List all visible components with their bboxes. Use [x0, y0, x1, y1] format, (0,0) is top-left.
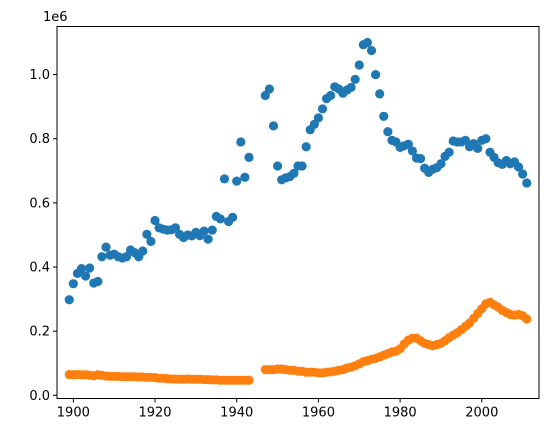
series-0-point: [121, 252, 132, 262]
series-0-point: [215, 214, 225, 224]
series-0-point: [244, 152, 254, 162]
series-0-point: [415, 154, 426, 164]
series-0-point: [350, 74, 360, 85]
y-tick-label: 0.0: [29, 389, 50, 404]
x-tick-label: 1980: [384, 406, 417, 421]
series-0-point: [199, 226, 209, 236]
series-0-point: [371, 70, 381, 80]
y-tick-label: 0.8: [29, 132, 50, 147]
series-0-point: [346, 82, 356, 93]
series-0-point: [326, 90, 336, 101]
x-tick-label: 1960: [302, 406, 335, 421]
series-0-point: [228, 212, 238, 222]
series-0-point: [522, 178, 532, 188]
series-0-point: [301, 142, 311, 152]
series-0-point: [236, 137, 246, 147]
series-0-point: [76, 264, 87, 274]
series-0-point: [375, 89, 385, 99]
x-tick-label: 1920: [138, 406, 171, 421]
plot-frame: [56, 26, 540, 399]
y-tick-label: 1.0: [29, 68, 50, 83]
y-axis-offset-label: 1e6: [43, 10, 68, 25]
series-0-point: [362, 37, 373, 48]
x-tick-label: 1900: [57, 406, 90, 421]
series-0-point: [297, 161, 307, 171]
y-tick-label: 0.6: [29, 196, 50, 211]
series-0-point: [150, 215, 160, 226]
series-0-point: [101, 242, 111, 252]
x-tick-label: 2000: [465, 406, 498, 421]
series-0-point: [232, 176, 242, 186]
series-0-point: [219, 174, 230, 184]
series-1-point: [244, 375, 254, 385]
series-0-point: [354, 60, 364, 70]
series-0-point: [268, 121, 279, 131]
series-0-point: [138, 246, 148, 256]
series-0-point: [68, 279, 78, 289]
series-0-point: [383, 127, 393, 137]
series-1-point: [522, 314, 532, 324]
series-0-point: [366, 45, 377, 56]
series-0-point: [80, 271, 91, 281]
series-0-point: [473, 143, 483, 153]
series-0-point: [403, 139, 413, 149]
y-tick-label: 0.4: [29, 261, 50, 276]
series-0-point: [317, 104, 328, 114]
series-0-point: [85, 263, 95, 273]
y-tick-label: 0.2: [29, 325, 50, 340]
series-0-point: [289, 168, 299, 178]
series-0-point: [272, 161, 283, 171]
series-0-point: [146, 236, 156, 246]
series-0-point: [444, 147, 454, 157]
series-0-point: [240, 172, 250, 182]
points-layer: [64, 37, 532, 385]
series-0-point: [203, 234, 213, 244]
series-0-point: [264, 84, 275, 94]
series-0-point: [207, 225, 217, 235]
series-0-point: [313, 113, 324, 123]
series-0-point: [513, 162, 524, 172]
ticks-layer: 1900 1920 1940 1960 1980 2000 0.0 0.2 0.4 0.6 0.8 1…: [29, 68, 498, 420]
series-0-point: [436, 159, 446, 169]
series-0-point: [93, 276, 103, 287]
series-0-point: [97, 252, 107, 262]
series-0-point: [379, 111, 389, 121]
series-0-point: [518, 169, 528, 179]
series-0-point: [64, 295, 74, 305]
series-0-point: [481, 134, 491, 144]
x-tick-label: 1940: [220, 406, 253, 421]
series-0-point: [142, 229, 152, 239]
series-0-point: [407, 146, 417, 156]
